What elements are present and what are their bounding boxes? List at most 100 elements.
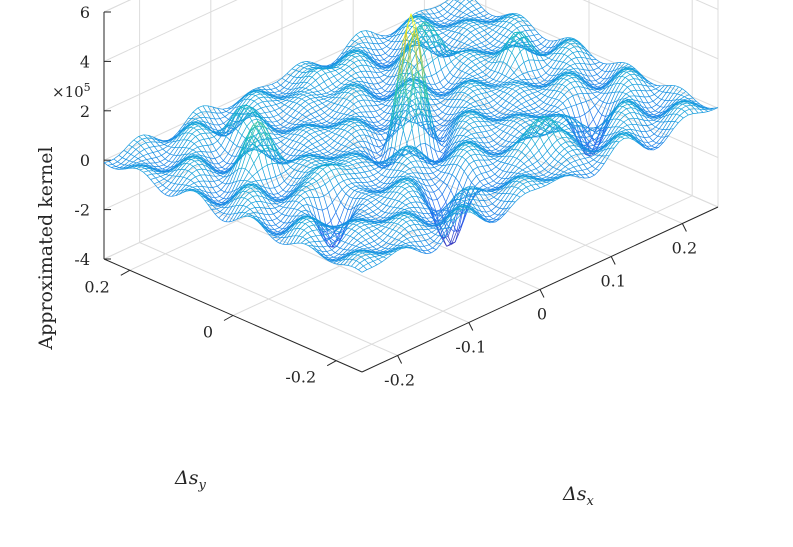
mesh-line-y (214, 213, 219, 219)
mesh-line-y (425, 9, 430, 15)
mesh-line-x (282, 97, 288, 100)
mesh-line-x (478, 30, 485, 34)
mesh-line-x (337, 118, 343, 124)
mesh-line-y (487, 18, 492, 21)
mesh-line-x (316, 69, 323, 73)
mesh-line-x (464, 1, 470, 7)
mesh-line-x (323, 96, 329, 100)
mesh-line-x (533, 59, 539, 62)
mesh-line-x (344, 87, 350, 93)
mesh-line-x (287, 101, 294, 107)
mesh-line-y (272, 100, 277, 105)
grid-line-sidewall-z (469, 0, 719, 109)
mesh-line-x (344, 80, 350, 85)
mesh-line-y (220, 145, 226, 151)
mesh-line-x (173, 165, 180, 171)
mesh-line-x (184, 148, 190, 155)
mesh-line-y (332, 110, 337, 113)
mesh-line-y (219, 118, 224, 124)
mesh-line-x (349, 85, 355, 89)
mesh-line-x (257, 167, 263, 173)
mesh-line-y (125, 159, 130, 162)
mesh-line-x (496, 73, 503, 82)
mesh-line-x (455, 41, 461, 48)
mesh-line-x (326, 159, 332, 161)
mesh-line-x (199, 154, 206, 157)
mesh-line-x (175, 154, 182, 163)
mesh-line-x (256, 107, 262, 111)
mesh-line-y (453, 50, 458, 54)
mesh-line-x (389, 64, 395, 71)
mesh-line-y (257, 103, 262, 109)
mesh-line-x (264, 111, 270, 114)
mesh-line-y (299, 71, 303, 73)
mesh-line-x (115, 163, 122, 167)
mesh-line-y (402, 72, 406, 74)
mesh-line-x (385, 34, 391, 37)
mesh-line-x (241, 126, 248, 136)
mesh-line-x (381, 120, 387, 126)
mesh-line-x (520, 30, 526, 33)
mesh-line-x (143, 170, 149, 173)
mesh-line-x (435, 4, 441, 8)
mesh-line-y (340, 67, 345, 71)
mesh-line-y (235, 113, 240, 117)
mesh-line-x (340, 79, 347, 84)
mesh-line-x (324, 108, 330, 113)
mesh-line-x (388, 84, 394, 93)
mesh-line-y (337, 142, 342, 146)
mesh-line-y (373, 100, 378, 106)
mesh-line-y (263, 96, 268, 102)
mesh-line-x (270, 87, 276, 90)
mesh-line-x (354, 134, 360, 138)
mesh-line-y (146, 175, 151, 180)
mesh-line-y (280, 102, 285, 106)
mesh-line-x (319, 112, 325, 116)
mesh-line-y (291, 161, 296, 164)
mesh-line-x (330, 70, 336, 73)
mesh-line-x (178, 139, 184, 148)
mesh-line-x (125, 154, 132, 160)
mesh-line-x (343, 125, 350, 131)
mesh-line-x (511, 42, 518, 53)
mesh-line-y (448, 4, 453, 8)
mesh-line-x (404, 20, 411, 27)
mesh-line-y (218, 163, 223, 168)
mesh-line-x (454, 10, 460, 17)
mesh-line-x (433, 11, 440, 15)
mesh-line-y (424, 25, 429, 31)
mesh-line-y (271, 121, 276, 127)
mesh-line-y (444, 77, 449, 83)
mesh-line-y (466, 14, 471, 17)
mesh-line-y (285, 120, 290, 124)
mesh-line-y (481, 23, 486, 27)
mesh-line-x (312, 91, 318, 93)
mesh-line-x (132, 165, 138, 169)
mesh-line-y (295, 69, 300, 72)
mesh-line-x (331, 59, 337, 65)
mesh-line-x (285, 115, 291, 122)
mesh-line-x (472, 38, 478, 43)
mesh-line-x (373, 63, 379, 67)
mesh-line-y (391, 75, 396, 78)
mesh-line-y (270, 89, 275, 93)
mesh-line-x (207, 144, 213, 146)
mesh-line-x (356, 31, 362, 35)
mesh-line-y (334, 140, 338, 144)
mesh-line-x (282, 106, 289, 112)
mesh-line-y (208, 122, 213, 129)
mesh-line-y (242, 120, 248, 127)
mesh-line-x (206, 111, 212, 113)
mesh-line-y (211, 171, 216, 177)
mesh-line-x (271, 81, 278, 85)
mesh-line-x (446, 50, 452, 55)
mesh-line-x (167, 141, 173, 147)
mesh-line-y (475, 28, 480, 34)
mesh-line-x (454, 60, 460, 67)
y-tick (223, 315, 234, 321)
mesh-line-x (218, 123, 224, 126)
mesh-line-x (505, 67, 511, 77)
mesh-line-y (301, 171, 305, 173)
mesh-line-x (212, 128, 218, 131)
